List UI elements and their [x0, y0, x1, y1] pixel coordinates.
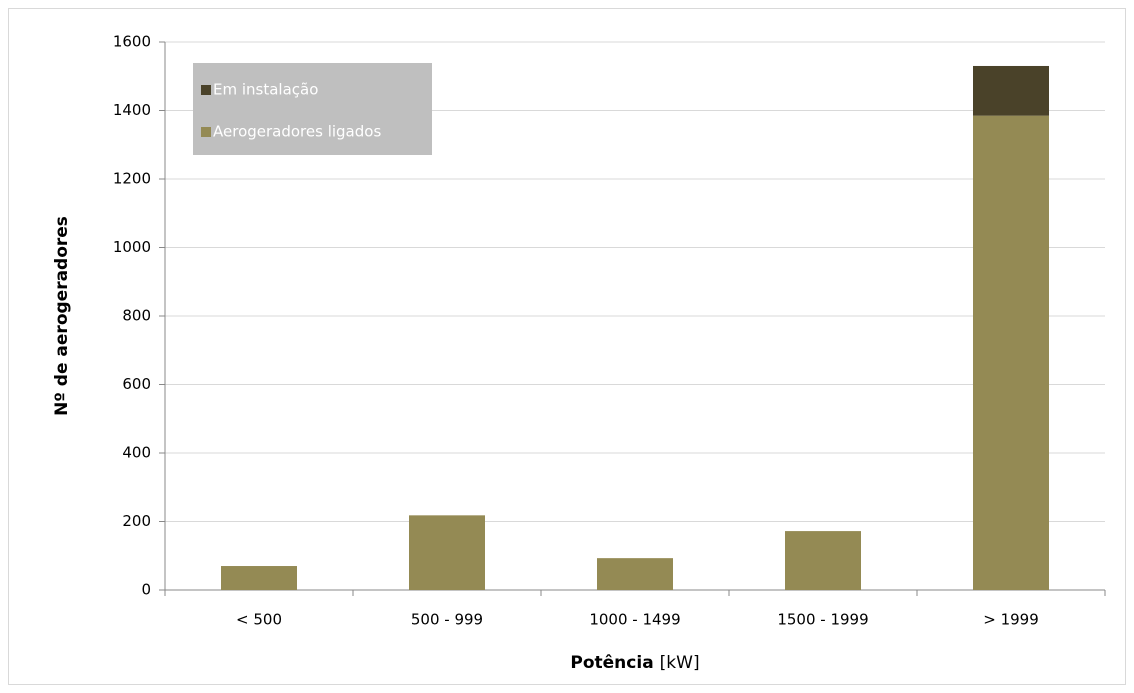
y-axis-label: Nº de aerogeradores — [52, 216, 72, 416]
x-axis-label-unit: [kW] — [660, 653, 700, 673]
legend-label: Aerogeradores ligados — [213, 123, 381, 141]
y-tick-label: 800 — [122, 307, 151, 325]
y-tick-label: 1200 — [113, 170, 151, 188]
legend-box — [193, 63, 432, 155]
y-tick-label: 1600 — [113, 33, 151, 51]
bar-segment — [221, 566, 297, 590]
x-tick-label: 500 - 999 — [411, 611, 483, 629]
bar-segment — [973, 115, 1049, 590]
y-tick-label: 200 — [122, 512, 151, 530]
x-tick-label: 1000 - 1499 — [589, 611, 680, 629]
x-tick-label: 1500 - 1999 — [777, 611, 868, 629]
y-tick-label: 600 — [122, 375, 151, 393]
x-axis-label: Potência [kW] — [570, 653, 699, 673]
y-tick-label: 400 — [122, 444, 151, 462]
y-tick-label: 0 — [141, 581, 151, 599]
y-tick-label: 1400 — [113, 101, 151, 119]
bar-segment — [409, 515, 485, 590]
y-tick-label: 1000 — [113, 238, 151, 256]
bar-segment — [973, 65, 1049, 116]
legend-swatch — [201, 85, 211, 95]
x-tick-label: > 1999 — [983, 611, 1039, 629]
bar-segment — [597, 558, 673, 590]
legend-label: Em instalação — [213, 81, 318, 99]
chart-frame — [8, 8, 1126, 685]
x-axis-label-bold: Potência — [570, 653, 653, 673]
legend-swatch — [201, 127, 211, 137]
bar-segment — [785, 531, 861, 590]
x-tick-label: < 500 — [236, 611, 282, 629]
